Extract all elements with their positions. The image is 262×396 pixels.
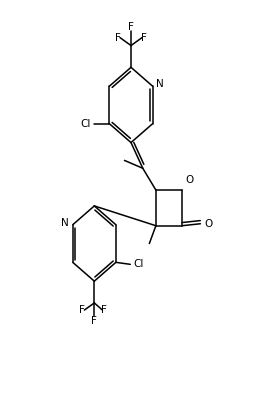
Text: O: O [185, 175, 193, 185]
Text: Cl: Cl [80, 119, 91, 129]
Text: F: F [128, 21, 134, 32]
Text: F: F [91, 316, 97, 326]
Text: F: F [101, 305, 107, 315]
Text: F: F [116, 32, 121, 43]
Text: N: N [156, 79, 164, 89]
Text: O: O [204, 219, 212, 229]
Text: F: F [141, 32, 146, 43]
Text: Cl: Cl [133, 259, 144, 269]
Text: N: N [61, 218, 69, 228]
Text: F: F [79, 305, 85, 315]
